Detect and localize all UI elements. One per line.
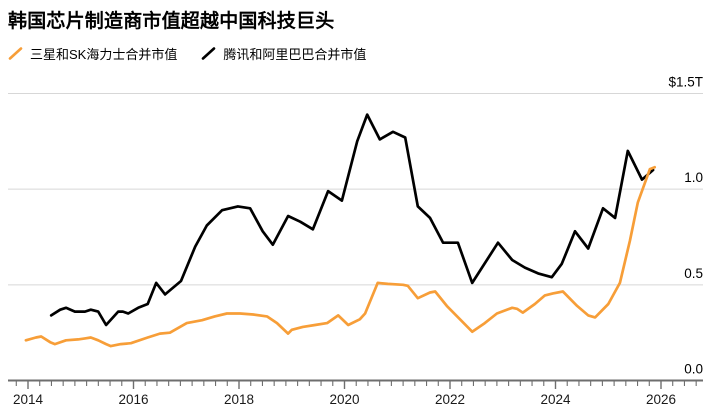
x-axis-label: 2018 — [224, 392, 254, 407]
legend-label-tencent-alibaba: 腾讯和阿里巴巴合并市值 — [223, 47, 367, 62]
legend-label-samsung-skhynix: 三星和SK海力士合并市值 — [30, 47, 178, 62]
x-axis-label: 2022 — [435, 392, 465, 407]
chart-title: 韩国芯片制造商市值超越中国科技巨头 — [8, 11, 335, 32]
series-line-samsung-skhynix — [24, 165, 657, 348]
x-axis-label: 2020 — [329, 392, 359, 407]
series-line-tencent-alibaba — [49, 113, 655, 327]
legend: 三星和SK海力士合并市值 腾讯和阿里巴巴合并市值 — [8, 44, 390, 63]
x-axis-label: 2026 — [646, 392, 676, 407]
x-axis-label: 2014 — [13, 392, 44, 407]
x-axis-label: 2016 — [118, 392, 148, 407]
legend-item-samsung-skhynix[interactable]: 三星和SK海力士合并市值 — [8, 44, 177, 63]
x-axis-label: 2024 — [540, 392, 571, 407]
y-axis-label: 1.0 — [684, 170, 703, 185]
y-axis-label: 0.0 — [684, 362, 703, 377]
black-slash-icon — [202, 47, 216, 60]
legend-item-tencent-alibaba[interactable]: 腾讯和阿里巴巴合并市值 — [201, 44, 366, 63]
y-axis-label: 0.5 — [684, 266, 703, 281]
orange-slash-icon — [8, 47, 23, 60]
y-axis-label: $1.5T — [668, 75, 703, 90]
